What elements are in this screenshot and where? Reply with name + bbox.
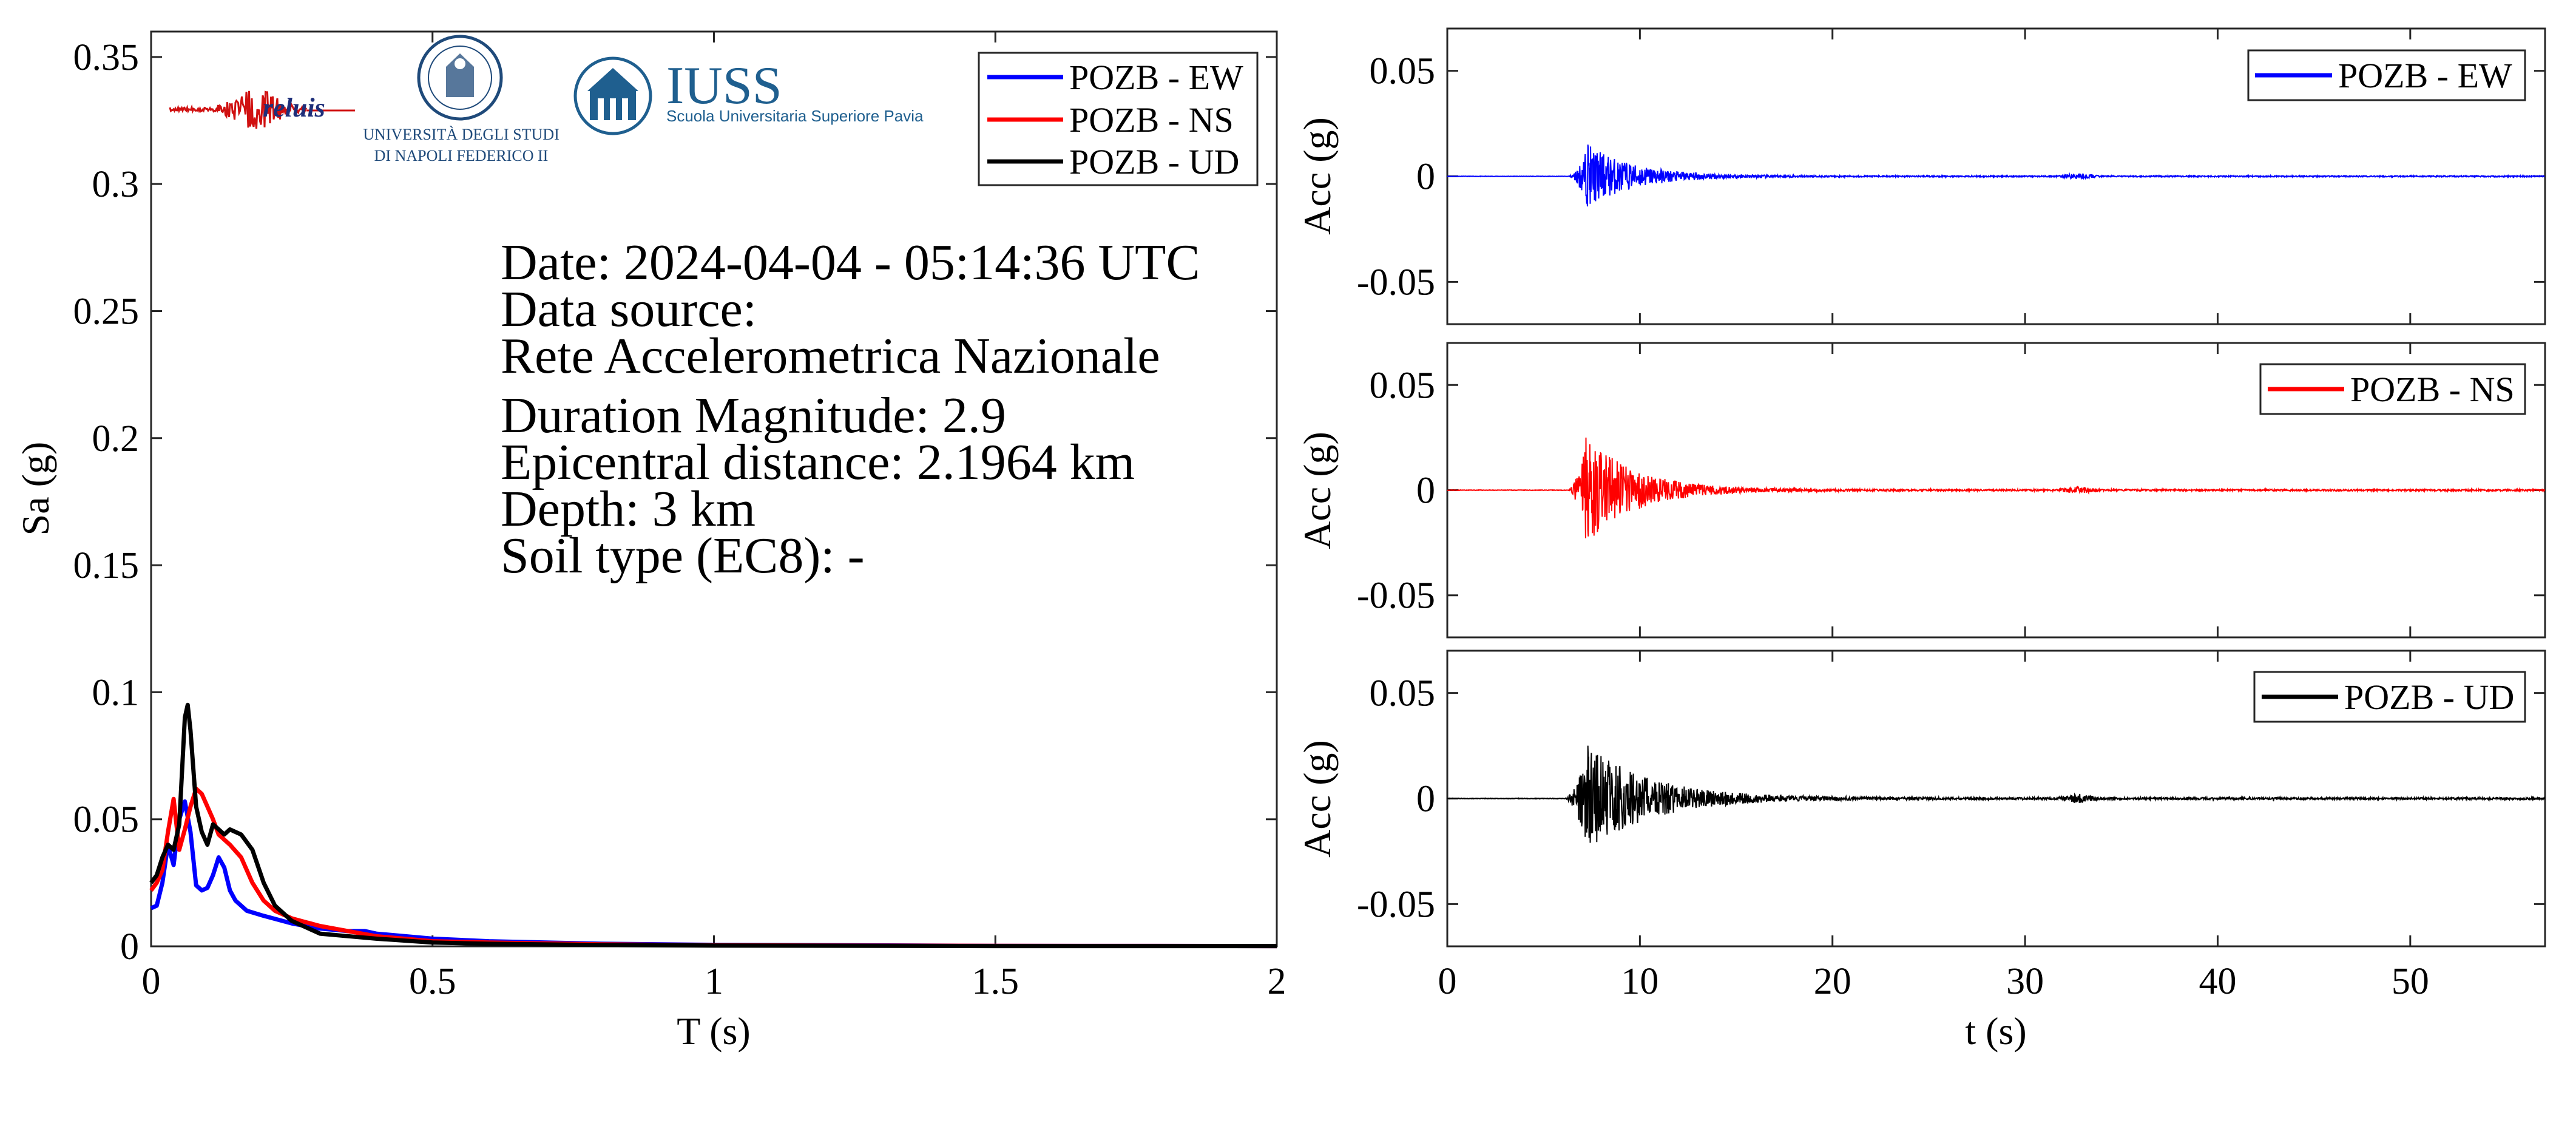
acc-ew-trace — [1447, 144, 2545, 207]
legend-label-ew: POZB - EW — [1069, 58, 1243, 97]
acc-ew-legend: POZB - EW — [2247, 49, 2526, 101]
acc-x-axis-label: t (s) — [1965, 1009, 2026, 1053]
reluis-waveform — [169, 90, 355, 129]
spectrum-y-axis-label: Sa (g) — [14, 442, 57, 536]
acc-ud-ytick-label: 0 — [1416, 779, 1435, 820]
data-source-label: Data source: — [501, 281, 757, 337]
event-info: Date: 2024-04-04 - 05:14:36 UTC Data sou… — [501, 234, 1200, 584]
spectrum-xtick-label: 1 — [705, 961, 723, 1002]
spectrum-xtick-label: 0.5 — [409, 961, 456, 1002]
acc-ns-trace — [1447, 437, 2546, 538]
acc-ud-legend-label: POZB - UD — [2344, 677, 2514, 717]
acc-ew-legend-label: POZB - EW — [2338, 56, 2512, 95]
iuss-title: IUSS — [666, 56, 782, 115]
spectrum-ytick-label: 0.35 — [73, 37, 140, 78]
unina-logo: UNIVERSITÀ DEGLI STUDI DI NAPOLI FEDERIC… — [363, 35, 559, 164]
acc-ud-y-axis-label: Acc (g) — [1296, 740, 1339, 858]
acc-ew-ytick-label: 0.05 — [1370, 51, 1436, 92]
acc-ns-ytick-label: 0 — [1416, 470, 1435, 512]
spectrum-xtick-label: 2 — [1268, 961, 1286, 1002]
unina-line-1: UNIVERSITÀ DEGLI STUDI — [363, 126, 559, 143]
acc-ew-ticks: -0.05 0 0.05 — [1357, 29, 2545, 324]
spectrum-ytick-label: 0.3 — [92, 164, 140, 205]
spectrum-xtick-label: 0 — [142, 961, 161, 1002]
acc-ns-legend: POZB - NS — [2259, 363, 2526, 415]
spectrum-ytick-label: 0.25 — [73, 291, 140, 332]
reluis-logo-text: reluis — [263, 93, 325, 123]
response-spectrum-chart: 0 0.05 0.1 0.15 0.2 0.25 0.3 0.35 0 0.5 1 1.5 2 T (s… — [14, 30, 1286, 1053]
acc-ud-ytick-label: -0.05 — [1357, 884, 1435, 925]
acc-ns-ticks: -0.05 0 0.05 — [1357, 343, 2545, 637]
acc-ew-chart: -0.05 0 0.05 Acc (g) POZB - EW — [1296, 27, 2546, 325]
acc-ew-ytick-label: -0.05 — [1357, 262, 1435, 303]
spectrum-ytick-label: 0.2 — [92, 418, 140, 460]
acc-ew-ytick-label: 0 — [1416, 157, 1435, 198]
acc-ud-ytick-label: 0.05 — [1370, 673, 1436, 714]
acc-ns-y-axis-label: Acc (g) — [1296, 432, 1339, 549]
acc-ud-legend: POZB - UD — [2253, 671, 2526, 723]
acc-ns-ytick-label: 0.05 — [1370, 365, 1436, 406]
spectrum-ytick-label: 0.05 — [73, 799, 140, 841]
acc-ud-trace — [1447, 745, 2546, 843]
reluis-logo: reluis — [169, 90, 355, 129]
spectrum-ytick-label: 0.1 — [92, 672, 140, 713]
spectrum-ytick-label: 0 — [120, 926, 139, 968]
spectrum-ytick-label: 0.15 — [73, 545, 140, 586]
iuss-logo: IUSS Scuola Universitaria Superiore Pavi… — [573, 56, 924, 135]
acc-ud-xtick-label: 10 — [1621, 961, 1658, 1002]
duration-magnitude: Duration Magnitude: 2.9 — [501, 387, 1006, 444]
spectrum-legend: POZB - EW POZB - NS POZB - UD — [978, 52, 1259, 186]
acc-ud-xtick-label: 0 — [1438, 961, 1457, 1002]
spectrum-series-ud — [149, 702, 1277, 949]
spectrum-xtick-label: 1.5 — [972, 961, 1019, 1002]
acc-ns-legend-label: POZB - NS — [2350, 370, 2515, 409]
acc-ns-chart: -0.05 0 0.05 Acc (g) POZB - NS — [1296, 342, 2546, 639]
acc-ud-xtick-label: 30 — [2006, 961, 2044, 1002]
data-source: Rete Accelerometrica Nazionale — [501, 328, 1160, 384]
legend-label-ns: POZB - NS — [1069, 100, 1234, 140]
acc-ud-xtick-label: 20 — [1814, 961, 1851, 1002]
acc-ew-y-axis-label: Acc (g) — [1296, 117, 1339, 235]
legend-label-ud: POZB - UD — [1069, 142, 1239, 181]
acc-ud-xtick-label: 50 — [2392, 961, 2429, 1002]
spectrum-series — [149, 702, 1277, 949]
spectrum-ticks: 0 0.05 0.1 0.15 0.2 0.25 0.3 0.35 0 0.5 1 1.5 2 — [73, 32, 1286, 1002]
acc-ud-xtick-label: 40 — [2199, 961, 2236, 1002]
acc-ns-ytick-label: -0.05 — [1357, 575, 1435, 617]
depth: Depth: 3 km — [501, 481, 756, 537]
spectrum-x-axis-label: T (s) — [677, 1009, 750, 1053]
soil-type: Soil type (EC8): - — [501, 527, 865, 584]
iuss-subtitle: Scuola Universitaria Superiore Pavia — [666, 107, 924, 125]
unina-line-2: DI NAPOLI FEDERICO II — [374, 147, 549, 164]
epicentral-distance: Epicentral distance: 2.1964 km — [501, 434, 1135, 490]
event-date: Date: 2024-04-04 - 05:14:36 UTC — [501, 234, 1200, 291]
